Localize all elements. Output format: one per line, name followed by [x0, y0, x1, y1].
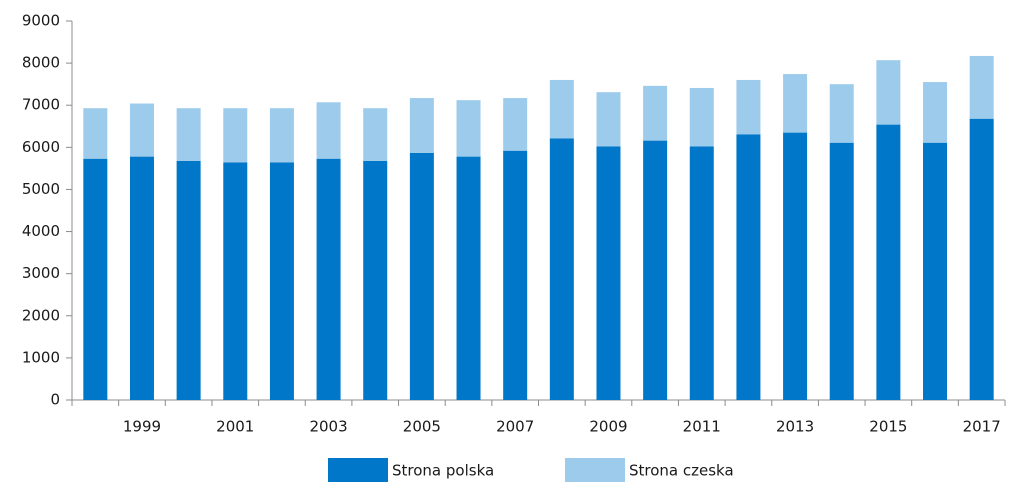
x-tick-label: 2009	[589, 418, 627, 436]
bar-segment	[363, 108, 388, 161]
y-tick-label: 8000	[22, 54, 60, 72]
bar-segment	[689, 87, 714, 147]
y-tick-label: 4000	[22, 222, 60, 240]
x-tick-label: 2001	[216, 418, 254, 436]
bar-segment	[316, 158, 341, 400]
x-tick-label: 2007	[496, 418, 534, 436]
x-tick-label: 2011	[683, 418, 721, 436]
bar-segment	[363, 160, 388, 400]
legend-swatch	[328, 458, 388, 482]
bar-segment	[549, 79, 574, 139]
bar-segment	[269, 162, 294, 400]
bar-segment	[176, 108, 201, 161]
legend-swatch	[565, 458, 625, 482]
x-tick-label: 2015	[869, 418, 907, 436]
bar-segment	[456, 100, 481, 157]
bar-segment	[736, 79, 761, 135]
y-tick-label: 1000	[22, 348, 60, 366]
bar-segment	[829, 84, 854, 143]
bar-segment	[689, 146, 714, 400]
bar-segment	[549, 138, 574, 401]
bar-segment	[643, 85, 668, 141]
bar-segment	[969, 118, 994, 400]
bar-segment	[316, 102, 341, 159]
bar-segment	[596, 92, 621, 147]
y-tick-label: 5000	[22, 180, 60, 198]
bar-segment	[783, 132, 808, 400]
bar-segment	[83, 158, 108, 400]
bar-segment	[129, 103, 154, 157]
bar-segment	[969, 55, 994, 119]
y-tick-label: 7000	[22, 96, 60, 114]
bar-segment	[83, 108, 108, 159]
bar-segment	[409, 152, 434, 400]
x-tick-label: 2005	[403, 418, 441, 436]
x-tick-label: 1999	[123, 418, 161, 436]
y-tick-label: 9000	[22, 12, 60, 30]
bar-segment	[596, 146, 621, 400]
bar-segment	[456, 156, 481, 400]
bar-segment	[923, 142, 948, 400]
y-tick-label: 6000	[22, 138, 60, 156]
bar-segment	[736, 134, 761, 401]
legend-label: Strona polska	[392, 462, 494, 480]
bar-segment	[269, 108, 294, 163]
x-tick-label: 2017	[963, 418, 1001, 436]
bar-segment	[129, 156, 154, 400]
bar-segment	[223, 108, 248, 163]
bar-segment	[876, 124, 901, 401]
bar-segment	[409, 98, 434, 153]
bar-segment	[783, 74, 808, 133]
bar-segment	[829, 142, 854, 400]
bar-segment	[876, 60, 901, 125]
bar-segment	[643, 140, 668, 400]
legend-label: Strona czeska	[629, 462, 734, 480]
x-tick-label: 2013	[776, 418, 814, 436]
bar-segment	[923, 82, 948, 143]
bar-segment	[503, 98, 528, 151]
y-tick-label: 3000	[22, 264, 60, 282]
y-tick-label: 2000	[22, 306, 60, 324]
x-tick-label: 2003	[309, 418, 347, 436]
bar-segment	[176, 160, 201, 400]
bar-segment	[223, 162, 248, 400]
bar-segment	[503, 150, 528, 400]
y-tick-label: 0	[50, 391, 60, 409]
